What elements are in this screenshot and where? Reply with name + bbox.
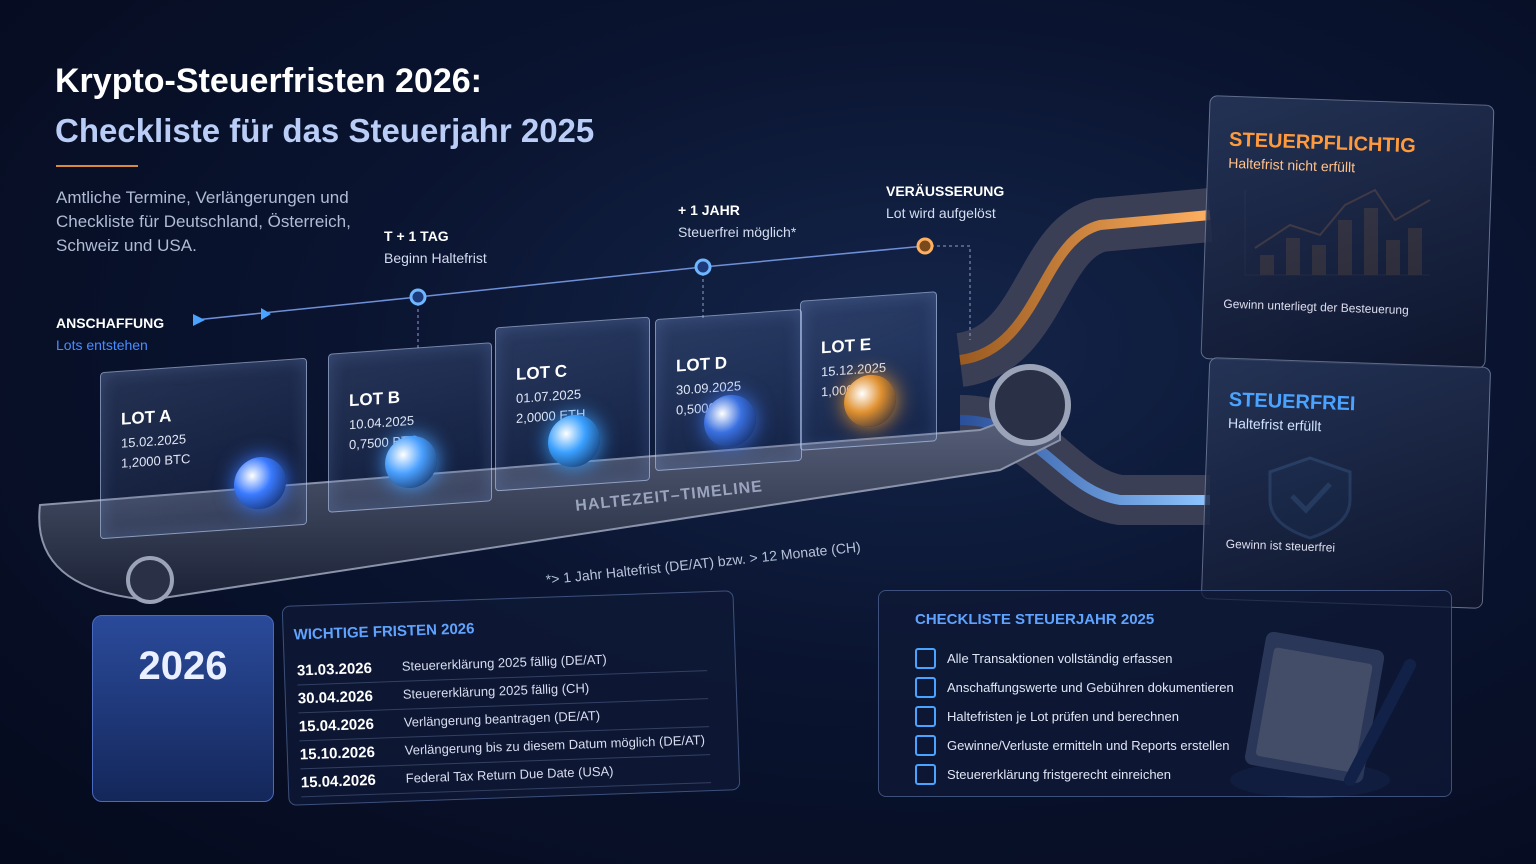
card-title: STEUERPFLICHTIG — [1228, 128, 1417, 158]
pipe-glow — [959, 210, 1211, 365]
lot-date: 15.02.2025 — [121, 431, 187, 451]
milestone-label: ANSCHAFFUNG — [56, 315, 165, 331]
checkbox — [915, 648, 936, 669]
checklist-item: Alle Transaktionen vollständig erfassen — [915, 648, 1173, 669]
lot-box: LOT A 15.02.2025 1,2000 BTC — [100, 357, 307, 540]
card-subtitle: Haltefrist nicht erfüllt — [1228, 154, 1356, 176]
checklist-item: Anschaffungswerte und Gebühren dokumenti… — [915, 677, 1234, 698]
milestone-label: VERÄUSSERUNG — [886, 183, 1005, 199]
lot-orb — [233, 455, 286, 511]
title: Checkliste für das Steuerjahr 2025 — [55, 112, 595, 149]
arrow — [193, 314, 205, 326]
card-note: Gewinn ist steuerfrei — [1225, 536, 1336, 555]
checklist-panel: CHECKLISTE STEUERJAHR 2025 Alle Transakt… — [878, 590, 1452, 797]
deadline-date: 31.03.2026 — [296, 659, 373, 680]
calendar-year: 2026 — [138, 644, 228, 688]
milestone-label: T + 1 TAG — [384, 228, 449, 244]
panel-title: WICHTIGE FRISTEN 2026 — [293, 620, 475, 644]
deadline-date: 30.04.2026 — [297, 687, 374, 708]
lot-name: LOT B — [349, 387, 400, 411]
lot-name: LOT D — [676, 353, 727, 376]
lot-box: LOT C 01.07.2025 2,0000 ETH — [495, 316, 650, 492]
deadline-text: Steuererklärung 2025 fällig (CH) — [402, 680, 590, 702]
checklist-item: Haltefristen je Lot prüfen und berechnen — [915, 706, 1179, 727]
conveyor — [38, 398, 1061, 602]
lot-name: LOT A — [121, 406, 172, 429]
checkbox — [915, 764, 936, 785]
deadline-date: 15.04.2026 — [300, 771, 377, 792]
milestone-dot — [916, 237, 934, 255]
milestone-label: + 1 JAHR — [678, 202, 740, 218]
deadline-date: 15.10.2026 — [299, 743, 376, 764]
roller — [989, 364, 1071, 446]
panel-title: CHECKLISTE STEUERJAHR 2025 — [915, 611, 1155, 628]
checklist-text: Alle Transaktionen vollständig erfassen — [947, 651, 1173, 666]
checklist-text: Gewinne/Verluste ermitteln und Reports e… — [947, 738, 1230, 753]
outcome-card: STEUERFREI Haltefrist erfüllt Gewinn ist… — [1200, 357, 1492, 609]
milestone-dot — [694, 258, 712, 276]
card-subtitle: Haltefrist erfüllt — [1227, 414, 1322, 435]
checklist-item: Steuererklärung fristgerecht einreichen — [915, 764, 1172, 785]
deadline-text: Verlängerung beantragen (DE/AT) — [403, 707, 601, 730]
milestone-text: Beginn Haltefrist — [384, 250, 487, 266]
deadlines-panel: WICHTIGE FRISTEN 2026 31.03.2026 Steuerer… — [281, 590, 741, 806]
checklist-text: Anschaffungswerte und Gebühren dokumenti… — [947, 680, 1234, 695]
subtitle: Amtliche Termine, Verlängerungen und Che… — [56, 188, 351, 255]
milestone-dot — [409, 288, 427, 306]
lot-amount: 1,2000 BTC — [121, 450, 191, 471]
lot-name: LOT E — [821, 334, 872, 358]
timeline-line — [194, 245, 926, 321]
milestone-text: Lots entstehen — [56, 337, 148, 353]
milestone-text: Steuerfrei möglich* — [678, 224, 797, 240]
checkbox — [915, 735, 936, 756]
lot-date: 10.04.2025 — [349, 412, 415, 433]
lot-name: LOT C — [516, 361, 567, 384]
lot-date: 01.07.2025 — [516, 386, 582, 406]
outcome-card: STEUERPFLICHTIG Haltefrist nicht erfüllt… — [1200, 95, 1495, 369]
deadline-text: Federal Tax Return Due Date (USA) — [405, 763, 614, 786]
pipe-glow — [959, 415, 1210, 505]
checklist-item: Gewinne/Verluste ermitteln und Reports e… — [915, 735, 1230, 756]
checkbox — [915, 706, 936, 727]
milestone-text: Lot wird aufgelöst — [886, 205, 996, 221]
card-note: Gewinn unterliegt der Besteuerung — [1223, 296, 1410, 318]
deadline-text: Steuererklärung 2025 fällig (DE/AT) — [401, 651, 607, 674]
checklist-text: Haltefristen je Lot prüfen und berechnen — [947, 709, 1179, 724]
arrow — [261, 308, 271, 320]
lot-box: LOT B 10.04.2025 0,7500 BTC — [328, 342, 492, 513]
roller — [126, 556, 174, 604]
checklist-text: Steuererklärung fristgerecht einreichen — [947, 767, 1172, 782]
divider — [56, 165, 138, 167]
card-title: STEUERFREI — [1228, 388, 1356, 416]
deadline-text: Verlängerung bis zu diesem Datum möglich… — [404, 732, 706, 758]
checkbox — [915, 677, 936, 698]
title: Krypto-Steuerfristen 2026: — [55, 62, 483, 100]
calendar: 2026 — [92, 615, 274, 802]
deadline-date: 15.04.2026 — [298, 715, 375, 736]
